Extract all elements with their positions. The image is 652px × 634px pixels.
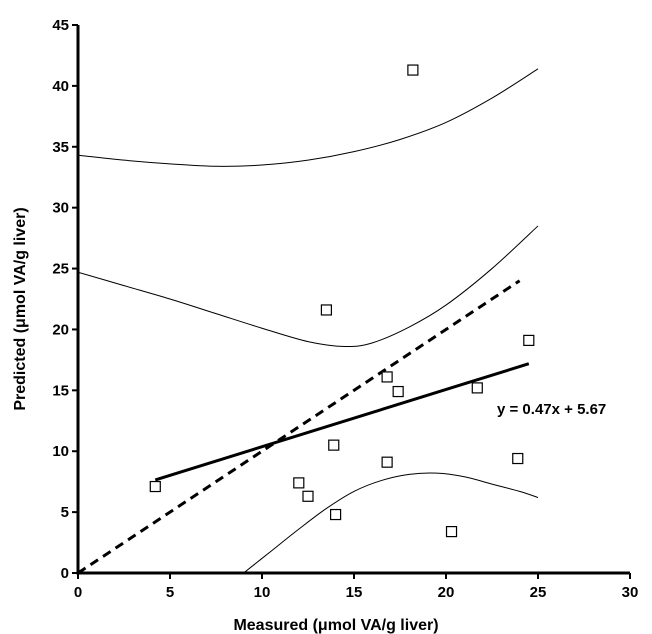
lower-confidence-band — [243, 472, 539, 573]
plot-area — [78, 64, 539, 573]
data-point — [445, 525, 458, 538]
x-tick-label: 20 — [438, 584, 455, 601]
data-point — [320, 304, 332, 316]
y-tick-label: 25 — [52, 261, 69, 278]
data-point — [407, 64, 419, 76]
regression-line — [154, 362, 530, 482]
y-tick-label: 10 — [52, 443, 69, 460]
data-point — [381, 371, 393, 383]
y-tick-label: 40 — [52, 78, 69, 95]
data-point — [512, 452, 524, 465]
x-tick-label: 10 — [254, 584, 271, 601]
x-tick-label: 0 — [74, 584, 82, 601]
regression-equation-label: y = 0.47x + 5.67 — [497, 401, 606, 418]
y-tick-label: 0 — [61, 565, 69, 582]
x-tick-label: 25 — [530, 584, 547, 601]
y-tick-label: 45 — [52, 17, 69, 34]
x-tick-label: 15 — [346, 584, 363, 601]
identity-line — [78, 279, 521, 573]
y-tick-label: 30 — [52, 200, 69, 217]
x-axis-title: Measured (μmol VA/g liver) — [233, 617, 438, 634]
data-point — [523, 334, 535, 347]
x-tick-label: 30 — [622, 584, 639, 601]
data-point — [149, 480, 161, 493]
data-point — [293, 477, 305, 489]
data-point — [471, 382, 483, 394]
y-tick-label: 35 — [52, 139, 69, 156]
data-point — [328, 439, 340, 451]
upper-prediction-band — [78, 68, 539, 167]
data-point — [392, 385, 404, 398]
y-tick-label: 5 — [61, 504, 69, 521]
upper-confidence-band — [78, 225, 539, 348]
y-tick-label: 20 — [52, 321, 69, 338]
curves-group — [78, 68, 539, 573]
data-point — [302, 490, 314, 502]
data-point — [381, 456, 393, 468]
x-tick-label: 5 — [166, 584, 174, 601]
y-tick-label: 15 — [52, 382, 69, 399]
data-point — [330, 508, 342, 521]
axes: 0 5 10 15 20 25 30 35 40 45 0 5 10 15 20 25 30 — [52, 17, 638, 601]
y-axis-title: Predicted (μmol VA/g liver) — [12, 207, 29, 410]
